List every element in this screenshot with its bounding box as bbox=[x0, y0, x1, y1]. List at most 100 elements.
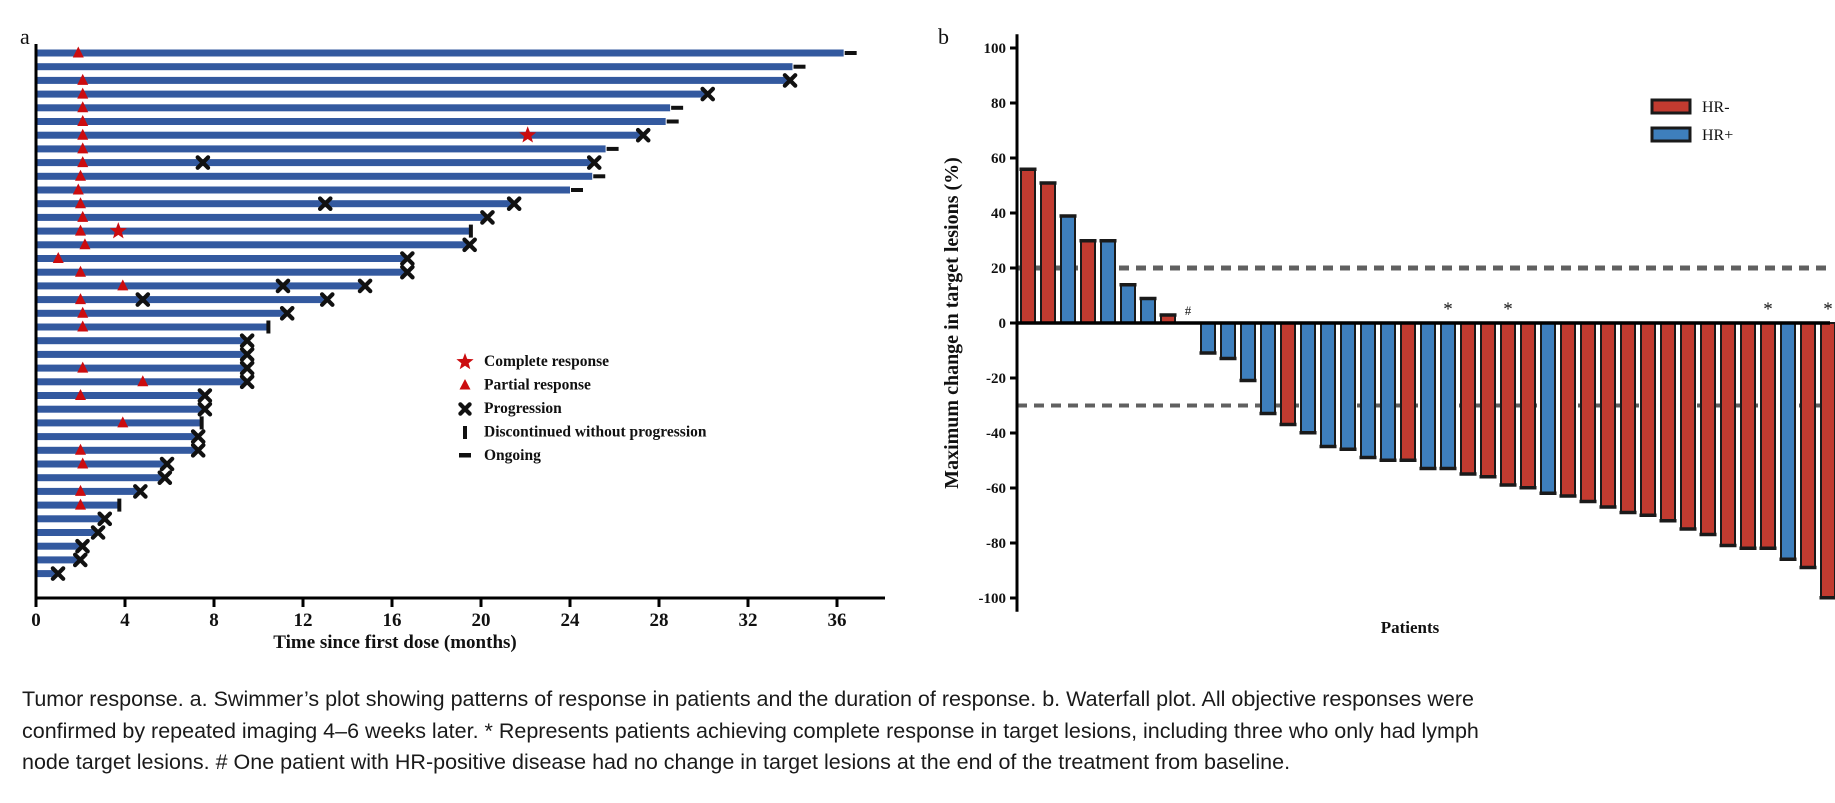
complete-response-icon bbox=[456, 353, 474, 370]
progression-icon bbox=[97, 511, 113, 527]
partial-response-icon bbox=[77, 101, 89, 113]
progression-icon bbox=[239, 374, 255, 390]
partial-response-icon bbox=[72, 183, 84, 195]
x-tick-label: 24 bbox=[561, 610, 581, 631]
progression-icon bbox=[239, 360, 255, 376]
waterfall-bar bbox=[1240, 322, 1256, 382]
progression-icon bbox=[462, 237, 477, 253]
legend-label: HR- bbox=[1702, 99, 1730, 116]
partial-response-icon bbox=[77, 73, 89, 85]
waterfall-bar bbox=[1340, 322, 1356, 451]
swimmer-bar bbox=[36, 227, 470, 235]
partial-response-icon bbox=[77, 128, 89, 140]
swimmer-bar bbox=[36, 405, 203, 413]
x-axis-title: Time since first dose (months) bbox=[273, 632, 516, 653]
progression-icon bbox=[317, 196, 333, 211]
figure-caption: Tumor response. a. Swimmer’s plot showin… bbox=[22, 684, 1822, 779]
waterfall-bar bbox=[1120, 283, 1136, 324]
swimmer-bar bbox=[36, 433, 197, 441]
ongoing-icon bbox=[593, 174, 606, 179]
waterfall-bar bbox=[1200, 322, 1216, 355]
waterfall-bar bbox=[1520, 322, 1536, 489]
bar-end-cap bbox=[1019, 167, 1037, 171]
complete-response-annotation: * bbox=[1443, 299, 1453, 320]
swimmer-bar bbox=[36, 556, 79, 564]
swimmer-bar bbox=[36, 474, 163, 482]
swimmer-bar bbox=[36, 186, 570, 194]
partial-response-icon bbox=[137, 375, 149, 387]
partial-response-icon bbox=[117, 279, 129, 291]
progression-icon bbox=[357, 278, 373, 294]
bar-end-cap bbox=[1759, 546, 1777, 550]
legend-swatch bbox=[1650, 98, 1692, 115]
waterfall-bar bbox=[1440, 322, 1456, 470]
waterfall-bar bbox=[1680, 322, 1696, 531]
waterfall-bar bbox=[1820, 322, 1835, 599]
waterfall-bar bbox=[1580, 322, 1596, 503]
discontinued-icon bbox=[266, 320, 271, 334]
waterfall-bar bbox=[1400, 322, 1416, 462]
x-tick-label: 36 bbox=[828, 610, 847, 631]
swimmer-bar bbox=[36, 350, 246, 358]
swimmer-bar bbox=[36, 104, 671, 112]
waterfall-bar bbox=[1080, 239, 1096, 324]
progression-icon bbox=[157, 470, 173, 485]
bar-end-cap bbox=[1479, 475, 1497, 479]
partial-response-icon bbox=[77, 156, 89, 168]
waterfall-bar bbox=[1140, 297, 1156, 324]
caption-line: Tumor response. a. Swimmer’s plot showin… bbox=[22, 687, 1475, 711]
bar-end-cap bbox=[1739, 546, 1757, 550]
discontinued-icon bbox=[468, 224, 473, 238]
bar-end-cap bbox=[1059, 214, 1077, 218]
swimmer-bar bbox=[36, 145, 606, 153]
x-tick-label: 16 bbox=[383, 610, 402, 631]
x-tick-label: 0 bbox=[31, 610, 41, 631]
swimmer-bar bbox=[36, 446, 197, 454]
partial-response-icon bbox=[77, 306, 89, 318]
partial-response-icon bbox=[75, 224, 86, 236]
waterfall-bar bbox=[1740, 322, 1756, 550]
panel-b-label: b bbox=[938, 24, 949, 49]
y-tick-label: 0 bbox=[999, 316, 1007, 332]
waterfall-bar bbox=[1560, 322, 1576, 498]
progression-icon bbox=[197, 388, 213, 403]
waterfall-bar bbox=[1660, 322, 1676, 522]
ongoing-icon bbox=[666, 119, 679, 124]
partial-response-icon bbox=[117, 416, 129, 428]
progression-icon bbox=[72, 552, 88, 568]
bar-end-cap bbox=[1459, 472, 1477, 476]
waterfall-bar bbox=[1500, 322, 1516, 487]
bar-end-cap bbox=[1439, 466, 1457, 471]
partial-response-icon bbox=[75, 265, 86, 277]
swimmer-bar bbox=[36, 487, 139, 495]
bar-end-cap bbox=[1099, 239, 1117, 243]
legend-label: Progression bbox=[484, 400, 562, 417]
swimmer-bar bbox=[36, 255, 406, 262]
bar-end-cap bbox=[1379, 458, 1397, 462]
bar-end-cap bbox=[1539, 491, 1557, 495]
y-tick-label: -40 bbox=[986, 426, 1006, 442]
swimmer-bar bbox=[36, 296, 326, 304]
swimmer-bar bbox=[36, 131, 642, 139]
bar-end-cap bbox=[1519, 486, 1537, 490]
partial-response-icon bbox=[72, 46, 84, 58]
partial-response-icon bbox=[75, 498, 86, 510]
swimmer-bar bbox=[36, 570, 57, 578]
partial-response-icon bbox=[459, 379, 471, 390]
waterfall-plot: # * * * * 100 80 60 40 20 0 -20 -40 -60 -80 -100 Maximum… bbox=[941, 34, 1835, 637]
swimmer-bar bbox=[36, 268, 406, 276]
x-tick-label: 20 bbox=[472, 610, 491, 631]
bar-end-cap bbox=[1419, 466, 1437, 471]
swimmer-bar bbox=[36, 200, 513, 208]
y-axis-title: Maximum change in target lesions (%) bbox=[941, 157, 963, 489]
progression-icon bbox=[239, 333, 255, 348]
y-tick-label: -20 bbox=[986, 371, 1006, 387]
progression-icon bbox=[90, 525, 106, 540]
ongoing-icon bbox=[459, 453, 471, 458]
ongoing-icon bbox=[671, 105, 684, 110]
bar-end-cap bbox=[1819, 596, 1835, 600]
bar-end-cap bbox=[1499, 483, 1517, 487]
bar-end-cap bbox=[1659, 519, 1677, 523]
partial-response-icon bbox=[75, 443, 86, 455]
complete-response-icon bbox=[109, 222, 127, 239]
